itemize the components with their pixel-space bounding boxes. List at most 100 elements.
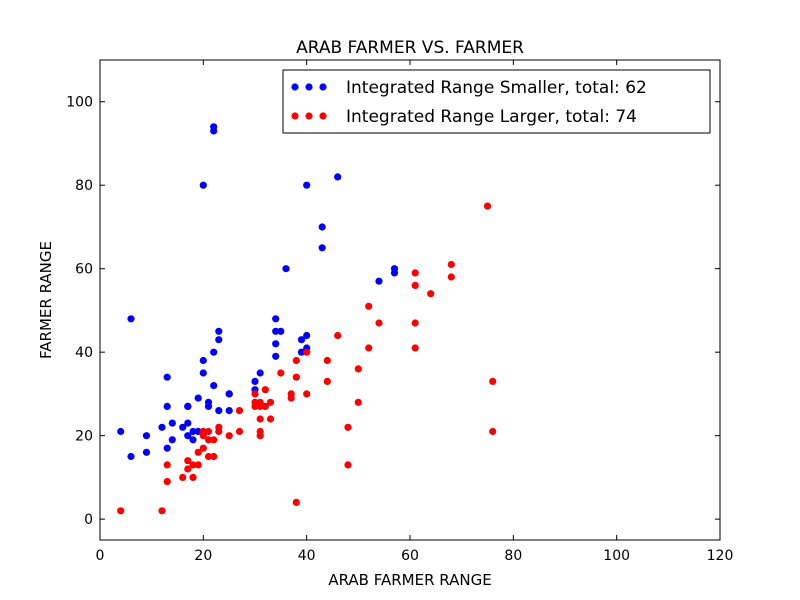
point-series0-17 (189, 436, 197, 444)
point-series1-34 (266, 398, 275, 406)
point-series0-44 (282, 265, 290, 273)
point-series1-15 (204, 436, 213, 444)
point-series0-3 (142, 432, 151, 440)
point-series0-21 (199, 181, 207, 189)
point-series0-50 (318, 223, 326, 231)
point-series0-32 (215, 407, 223, 415)
point-series0-29 (210, 382, 218, 390)
point-series0-14 (184, 419, 192, 427)
point-series0-27 (210, 127, 218, 135)
point-series1-63 (489, 427, 497, 436)
chart-title: ARAB FARMER VS. FARMER (296, 38, 524, 58)
point-series1-48 (344, 461, 352, 469)
y-tick-label-0: 0 (84, 512, 93, 528)
point-series1-59 (447, 260, 455, 269)
point-series0-10 (168, 436, 176, 444)
point-series1-61 (483, 202, 492, 210)
point-series1-54 (411, 269, 419, 277)
point-series0-39 (272, 315, 280, 323)
point-series1-10 (194, 461, 202, 469)
point-series0-45 (297, 336, 306, 344)
point-series1-5 (184, 457, 192, 465)
point-series1-55 (411, 281, 419, 289)
point-series0-13 (184, 402, 192, 410)
point-series0-15 (184, 432, 192, 440)
point-series0-51 (318, 244, 326, 252)
point-series0-35 (225, 407, 233, 415)
point-series1-7 (189, 461, 197, 469)
y-axis-label: FARMER RANGE (37, 241, 55, 359)
point-series0-53 (375, 277, 383, 285)
point-series0-8 (163, 444, 171, 452)
point-series1-17 (210, 436, 218, 444)
point-series0-43 (277, 327, 285, 335)
x-tick-label-6: 120 (707, 548, 734, 564)
point-series0-31 (215, 336, 223, 344)
point-series0-2 (127, 315, 135, 323)
point-series0-25 (204, 402, 213, 410)
point-series0-47 (303, 181, 311, 189)
point-series1-8 (189, 473, 197, 481)
point-series1-26 (251, 402, 259, 410)
legend-marker-1-1 (305, 112, 313, 120)
legend-marker-0-0 (291, 83, 299, 91)
point-series1-3 (163, 478, 171, 486)
point-series0-22 (199, 356, 207, 365)
point-series1-32 (261, 386, 269, 394)
point-series1-58 (427, 290, 435, 298)
point-series0-4 (142, 448, 151, 456)
legend-entry-0: Integrated Range Smaller, total: 62 (346, 78, 647, 98)
y-tick-label-3: 60 (75, 262, 93, 278)
y-tick-label-5: 100 (66, 95, 93, 111)
legend-marker-1-2 (319, 112, 327, 120)
point-series1-38 (287, 394, 295, 402)
point-series1-24 (251, 390, 259, 398)
point-series1-4 (179, 473, 187, 481)
point-series1-13 (199, 444, 207, 452)
point-series1-20 (215, 427, 223, 436)
point-series1-36 (277, 369, 285, 377)
point-series0-48 (303, 331, 311, 340)
point-series1-57 (411, 344, 419, 352)
point-series1-56 (411, 319, 419, 327)
point-series0-30 (215, 327, 223, 335)
point-series0-0 (117, 427, 125, 436)
point-series1-0 (117, 507, 125, 515)
legend-entry-1: Integrated Range Larger, total: 74 (346, 107, 637, 127)
point-series0-5 (158, 423, 166, 431)
point-series1-44 (323, 356, 331, 365)
point-series0-19 (194, 427, 202, 436)
point-series0-23 (199, 369, 207, 377)
point-series1-40 (292, 373, 300, 381)
point-series1-46 (334, 331, 342, 340)
point-series1-60 (447, 273, 455, 281)
y-tick-label-4: 80 (75, 178, 93, 194)
point-series0-1 (127, 452, 135, 461)
point-series1-62 (489, 377, 497, 385)
y-axis-ticks: 0 20 40 60 80 100 (66, 95, 720, 528)
legend: Integrated Range Smaller, total: 62 Integ… (282, 69, 711, 134)
point-series0-46 (297, 348, 306, 356)
point-series0-34 (225, 390, 233, 398)
point-series0-11 (179, 423, 187, 431)
point-series1-51 (365, 302, 373, 310)
point-series1-23 (235, 427, 244, 436)
point-series1-29 (256, 415, 264, 423)
point-series1-39 (292, 356, 300, 365)
point-series1-2 (163, 461, 171, 469)
point-series0-18 (194, 394, 202, 402)
x-axis-label: ARAB FARMER RANGE (328, 571, 491, 589)
point-series0-28 (210, 348, 218, 356)
point-series0-6 (163, 373, 171, 381)
x-tick-label-4: 80 (504, 548, 522, 564)
point-series1-28 (256, 402, 264, 410)
point-series1-45 (323, 377, 331, 385)
point-series0-7 (163, 402, 171, 410)
legend-marker-0-1 (305, 83, 313, 91)
point-series1-18 (210, 452, 218, 461)
x-tick-label-5: 100 (603, 548, 630, 564)
point-series1-9 (194, 448, 202, 456)
point-series1-35 (266, 415, 275, 423)
point-series1-53 (375, 319, 383, 327)
